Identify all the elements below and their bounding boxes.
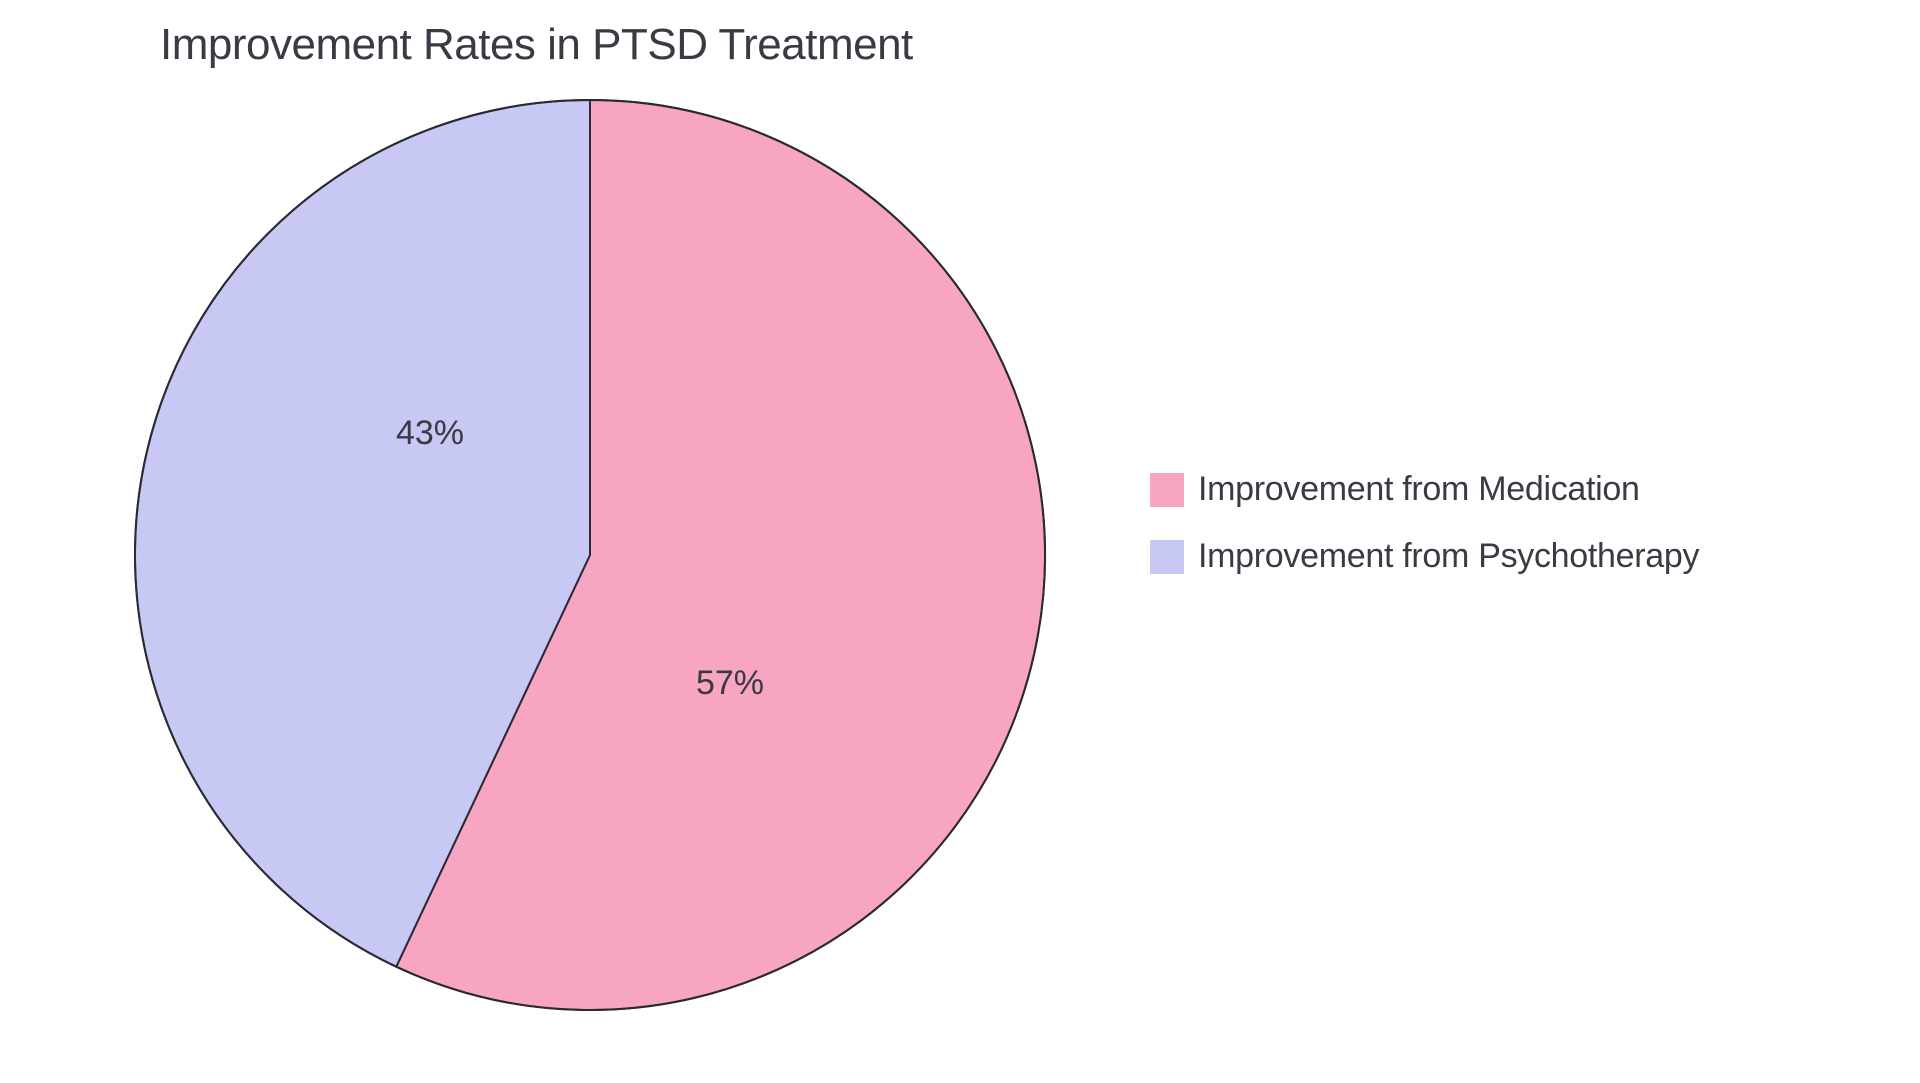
legend: Improvement from Medication Improvement … xyxy=(1150,470,1699,576)
legend-label-medication: Improvement from Medication xyxy=(1198,470,1640,509)
legend-item-medication: Improvement from Medication xyxy=(1150,470,1699,509)
chart-title: Improvement Rates in PTSD Treatment xyxy=(160,20,913,70)
pie-chart: 57% 43% xyxy=(130,95,1050,1015)
legend-swatch-medication xyxy=(1150,473,1184,507)
pie-svg: 57% 43% xyxy=(130,95,1050,1015)
legend-swatch-psychotherapy xyxy=(1150,540,1184,574)
slice-label-0: 57% xyxy=(696,664,764,702)
legend-label-psychotherapy: Improvement from Psychotherapy xyxy=(1198,537,1699,576)
slice-label-1: 43% xyxy=(396,414,464,452)
legend-item-psychotherapy: Improvement from Psychotherapy xyxy=(1150,537,1699,576)
